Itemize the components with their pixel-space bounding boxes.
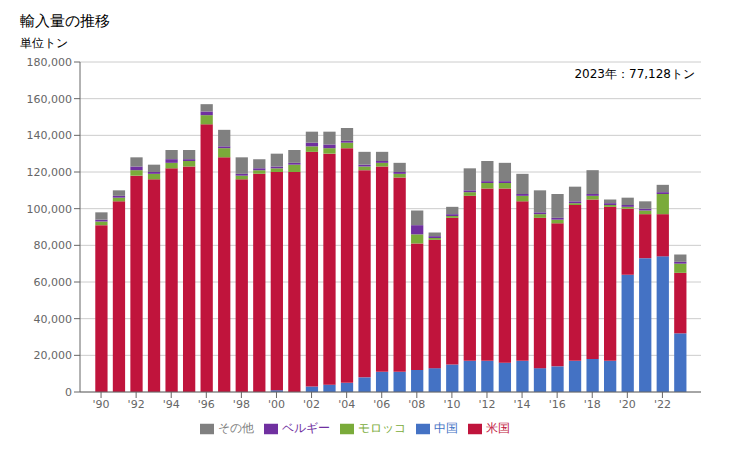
svg-text:'16: '16 <box>549 398 566 411</box>
svg-text:'06: '06 <box>373 398 390 411</box>
svg-text:'14: '14 <box>514 398 531 411</box>
svg-text:'20: '20 <box>619 398 636 411</box>
svg-text:'02: '02 <box>303 398 320 411</box>
svg-text:40,000: 40,000 <box>34 313 73 326</box>
svg-text:'94: '94 <box>163 398 180 411</box>
html-text:単位トン: 単位トン <box>20 36 68 50</box>
svg-text:'08: '08 <box>408 398 425 411</box>
svg-text:140,000: 140,000 <box>27 129 73 142</box>
svg-text:0: 0 <box>65 386 72 399</box>
svg-text:'12: '12 <box>478 398 495 411</box>
html-text:輸入量の推移: 輸入量の推移 <box>20 12 110 30</box>
svg-text:'96: '96 <box>198 398 215 411</box>
svg-text:'90: '90 <box>93 398 110 411</box>
html-text:中国: 中国 <box>433 421 458 435</box>
svg-text:'98: '98 <box>233 398 250 411</box>
svg-text:120,000: 120,000 <box>27 166 73 179</box>
html-text:モロッコ: モロッコ <box>357 421 406 435</box>
svg-text:'10: '10 <box>443 398 460 411</box>
svg-text:'00: '00 <box>268 398 285 411</box>
html-text:ベルギー: ベルギー <box>281 421 330 435</box>
svg-text:20,000: 20,000 <box>34 349 73 362</box>
svg-text:160,000: 160,000 <box>27 93 73 106</box>
svg-text:80,000: 80,000 <box>34 239 73 252</box>
svg-text:'92: '92 <box>128 398 145 411</box>
svg-text:'22: '22 <box>654 398 671 411</box>
svg-text:100,000: 100,000 <box>27 203 73 216</box>
html-text:米国: 米国 <box>485 421 510 435</box>
svg-text:'18: '18 <box>584 398 601 411</box>
svg-text:'04: '04 <box>338 398 355 411</box>
html-text:2023年：77,128トン: 2023年：77,128トン <box>574 67 695 81</box>
svg-text:180,000: 180,000 <box>27 56 73 69</box>
svg-text:60,000: 60,000 <box>34 276 73 289</box>
html-text:その他: その他 <box>217 421 254 435</box>
